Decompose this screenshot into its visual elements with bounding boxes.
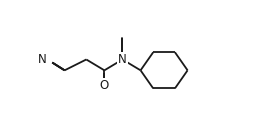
Text: N: N bbox=[38, 53, 46, 66]
Text: N: N bbox=[118, 53, 127, 66]
Text: O: O bbox=[100, 79, 109, 92]
